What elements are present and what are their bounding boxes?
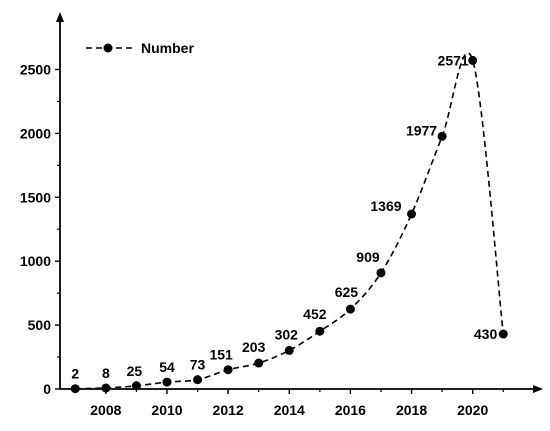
x-tick-label: 2012 [213, 402, 244, 418]
x-tick-label: 2014 [274, 402, 305, 418]
y-axis-arrow [56, 12, 64, 22]
y-tick-label: 500 [28, 317, 52, 333]
data-point [498, 329, 508, 339]
data-point [437, 131, 447, 141]
data-point [254, 358, 264, 368]
data-label: 151 [209, 347, 233, 363]
y-tick-label: 1500 [20, 189, 51, 205]
x-axis-arrow [533, 385, 543, 393]
axes [56, 12, 543, 393]
data-point [284, 345, 294, 355]
ticks: 0 500 1000 1500 2000 2500 2008 2010 2012 2014 2016… [20, 62, 535, 418]
y-tick-label: 2500 [20, 62, 51, 78]
data-label: 2571 [438, 52, 469, 68]
data-point [315, 326, 325, 336]
data-point [223, 365, 233, 375]
data-label: 203 [242, 339, 266, 355]
legend: Number [86, 40, 194, 56]
data-point [468, 55, 478, 65]
data-label: 430 [474, 326, 498, 342]
data-point [162, 377, 172, 387]
data-point [407, 209, 417, 219]
legend-marker [103, 43, 113, 53]
data-point [193, 375, 203, 385]
data-label: 909 [356, 249, 380, 265]
y-tick-label: 0 [43, 381, 51, 397]
data-point [131, 381, 141, 391]
data-label: 73 [190, 357, 206, 373]
x-tick-label: 2020 [457, 402, 488, 418]
data-label: 452 [303, 306, 327, 322]
data-point [376, 268, 386, 278]
data-label: 1369 [370, 198, 401, 214]
data-label: 25 [127, 363, 143, 379]
data-label: 2 [71, 366, 79, 382]
data-label: 8 [102, 365, 110, 381]
data-point [345, 304, 355, 314]
data-label: 302 [275, 326, 299, 342]
data-label: 54 [159, 359, 175, 375]
legend-label: Number [141, 40, 194, 56]
data-label: 625 [335, 284, 359, 300]
x-tick-label: 2016 [335, 402, 366, 418]
x-tick-label: 2010 [151, 402, 182, 418]
data-point [101, 383, 111, 393]
y-tick-label: 2000 [20, 125, 51, 141]
x-tick-label: 2018 [396, 402, 427, 418]
x-tick-label: 2008 [90, 402, 121, 418]
series-number [70, 52, 508, 394]
data-label: 1977 [406, 122, 437, 138]
y-tick-label: 1000 [20, 253, 51, 269]
data-point [70, 384, 80, 394]
